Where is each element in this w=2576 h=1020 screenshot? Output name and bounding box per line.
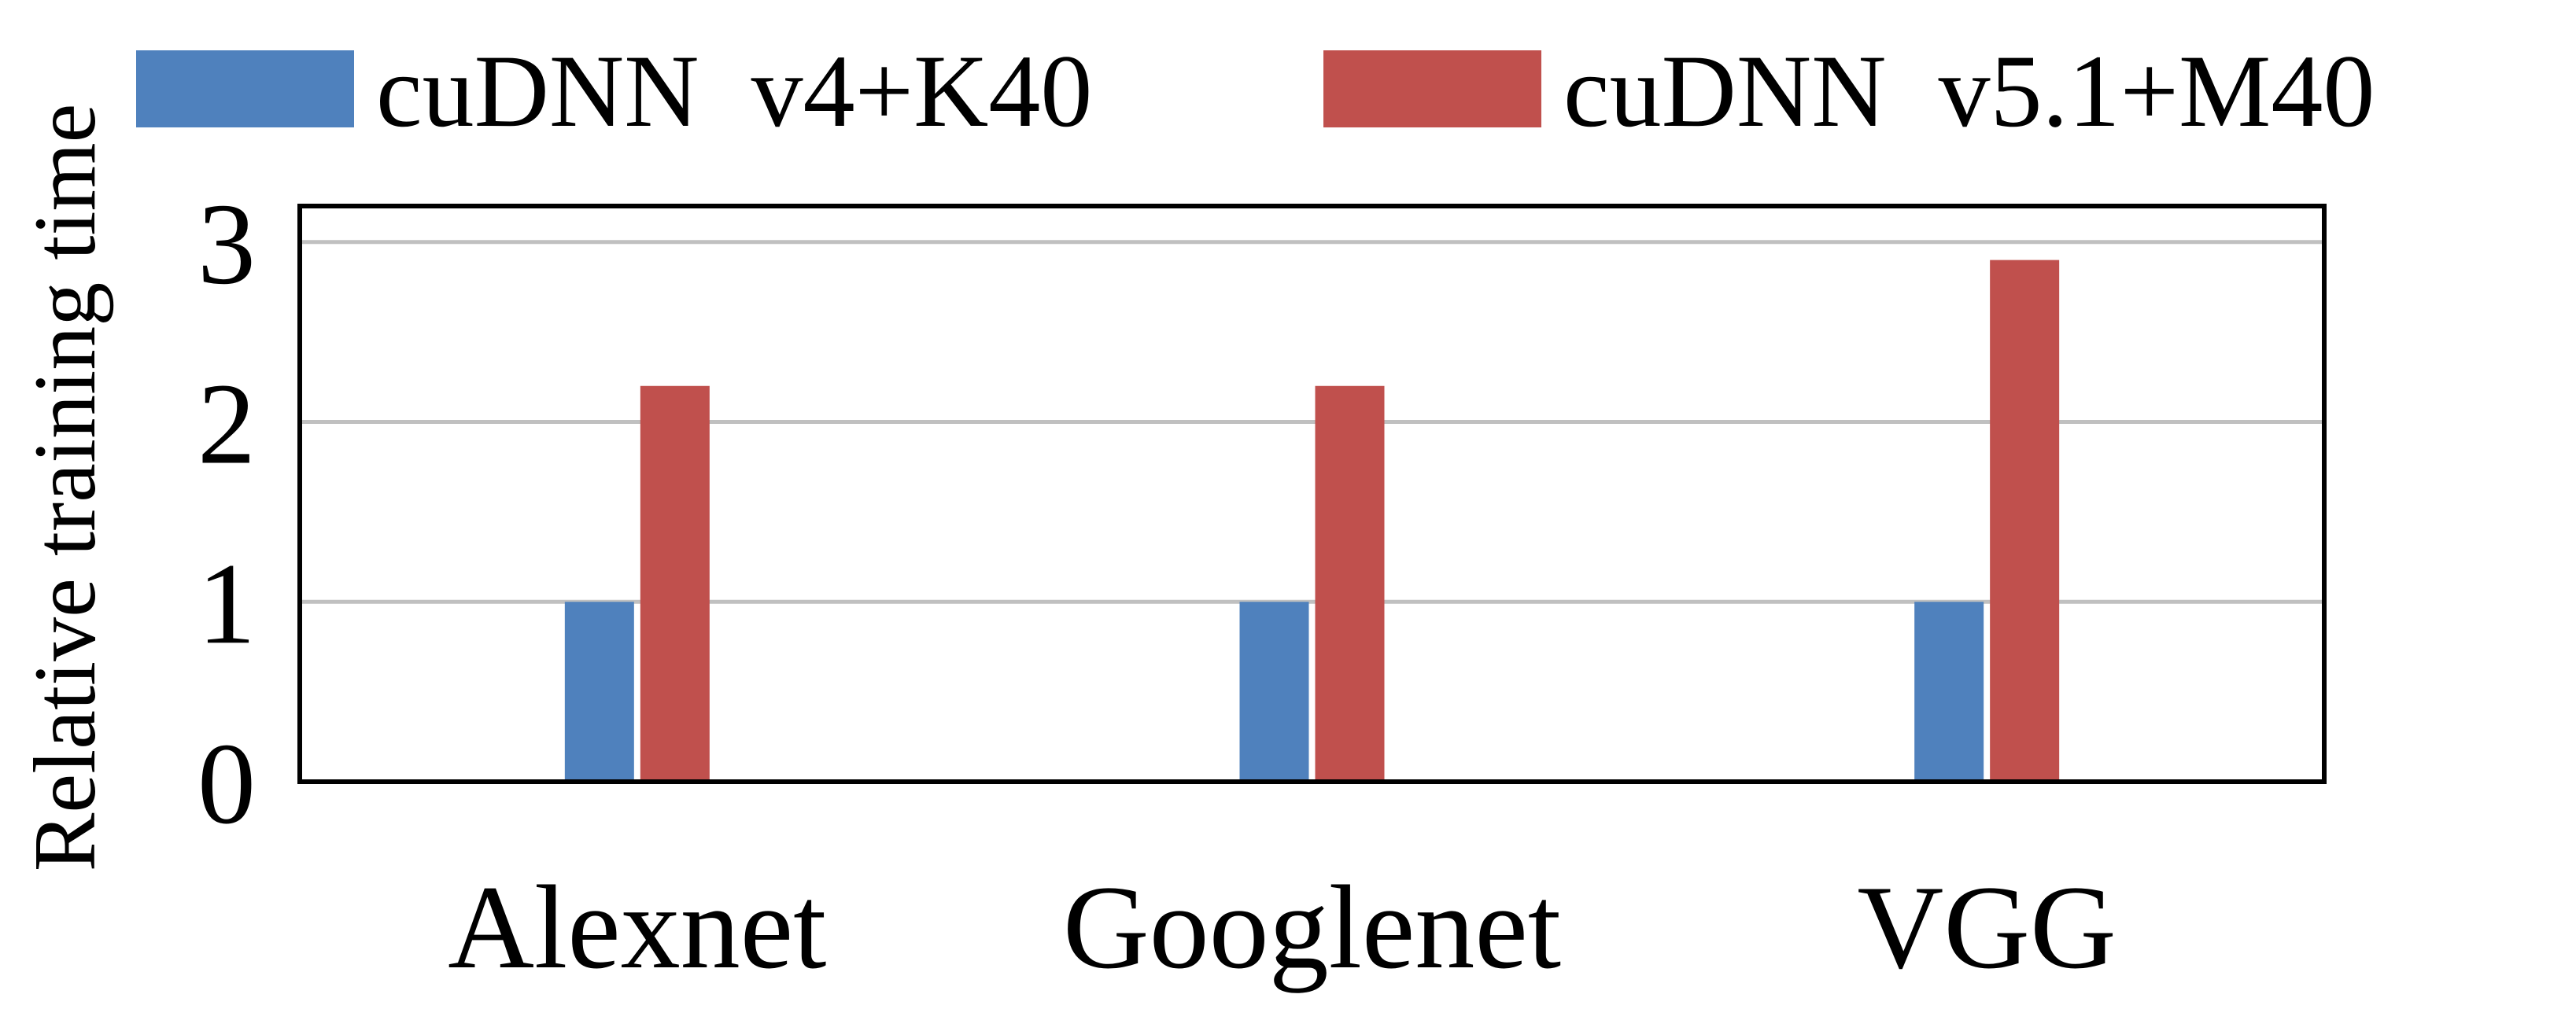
legend-item-series-2: cuDNN v5.1+M40 bbox=[1323, 33, 2375, 149]
bars bbox=[564, 260, 2060, 782]
legend-swatch-series-2 bbox=[1323, 50, 1541, 127]
x-category-label: Alexnet bbox=[448, 861, 826, 993]
legend-swatch-series-1 bbox=[136, 50, 354, 127]
x-category-label: Googlenet bbox=[1063, 861, 1561, 993]
y-tick-label: 1 bbox=[197, 539, 256, 668]
bar-vgg-series-1 bbox=[1914, 602, 1984, 782]
bar-alexnet-series-2 bbox=[640, 385, 710, 782]
y-tick-label: 2 bbox=[197, 360, 256, 489]
bar-googlenet-series-2 bbox=[1315, 385, 1385, 782]
x-axis-categories: Alexnet Googlenet VGG bbox=[448, 861, 2117, 993]
legend: cuDNN v4+K40 cuDNN v5.1+M40 bbox=[136, 33, 2375, 149]
y-axis-label: Relative training time bbox=[17, 104, 114, 872]
legend-label-series-2: cuDNN v5.1+M40 bbox=[1563, 33, 2375, 149]
legend-label-series-1: cuDNN v4+K40 bbox=[376, 33, 1092, 149]
y-tick-label: 0 bbox=[197, 720, 256, 849]
y-tick-label: 3 bbox=[197, 180, 256, 309]
legend-item-series-1: cuDNN v4+K40 bbox=[136, 33, 1092, 149]
bar-vgg-series-2 bbox=[1990, 260, 2060, 782]
plot-frame bbox=[297, 204, 2327, 784]
bar-googlenet-series-1 bbox=[1239, 602, 1309, 782]
y-axis-ticks: 0 1 2 3 bbox=[197, 180, 256, 849]
x-category-label: VGG bbox=[1858, 861, 2117, 993]
bar-alexnet-series-1 bbox=[564, 602, 634, 782]
gridlines bbox=[300, 240, 2324, 604]
